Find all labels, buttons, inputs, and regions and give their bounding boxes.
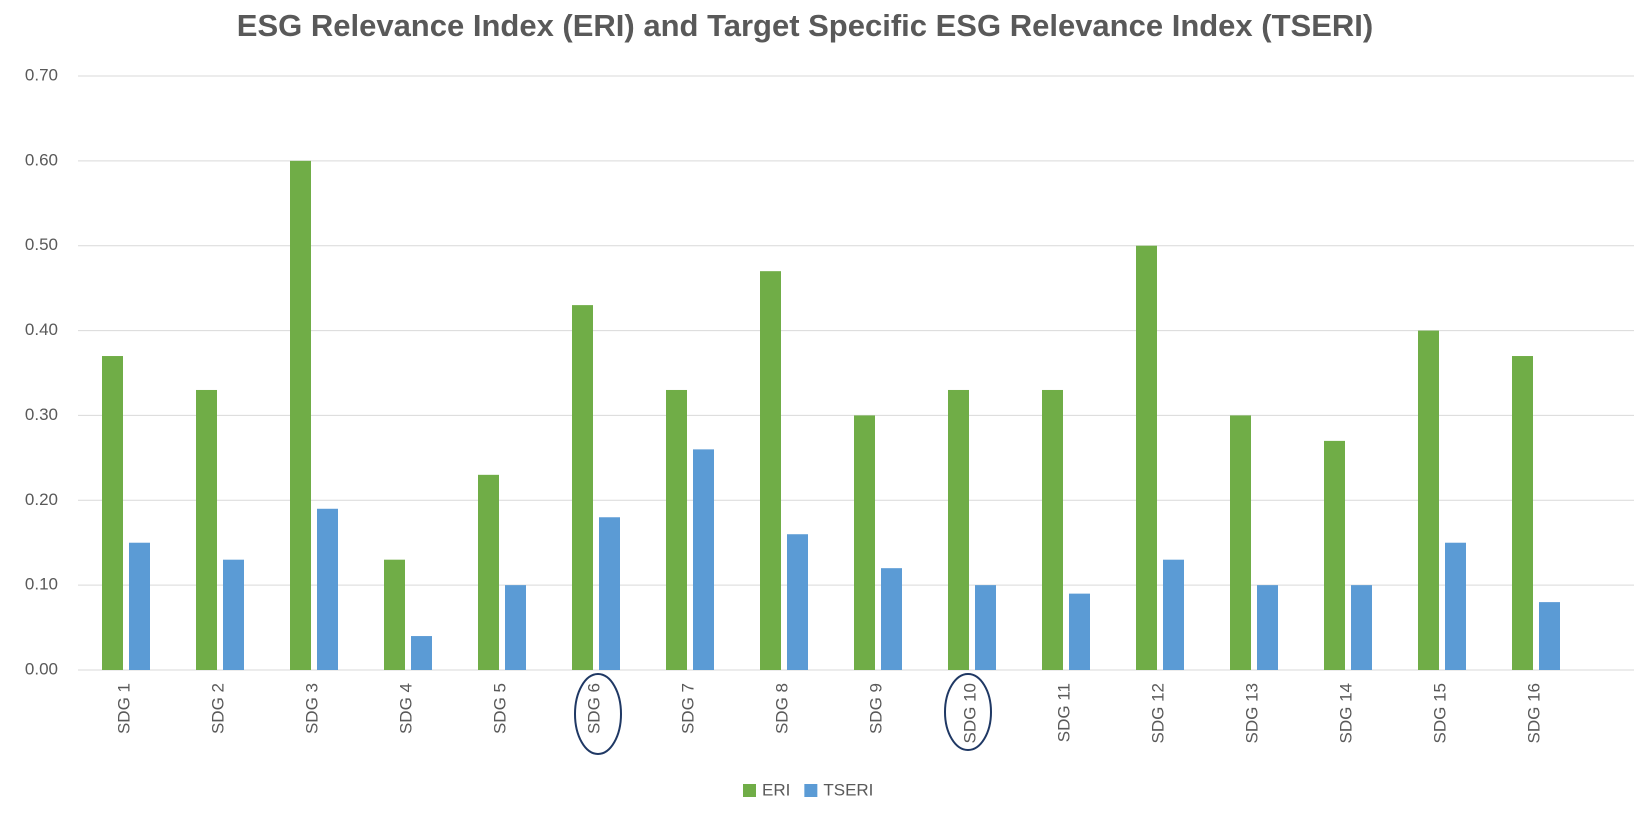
x-tick-label: SDG 3 [302,683,321,734]
y-tick-label: 0.40 [25,320,58,339]
y-tick-label: 0.00 [25,659,58,678]
bar [854,415,875,670]
bar [1136,245,1157,670]
bar [1324,440,1345,670]
y-tick-label: 0.50 [25,235,58,254]
x-tick-label: SDG 7 [678,683,697,734]
x-tick-label: SDG 8 [772,683,791,734]
bar [223,559,244,670]
bar [975,585,996,670]
bar [1351,585,1372,670]
bar [693,449,714,670]
bar [881,568,902,670]
x-tick-label: SDG 6 [584,683,603,734]
bar [1445,542,1466,670]
bar [599,517,620,670]
x-tick-label: SDG 10 [960,683,979,743]
legend-label: TSERI [823,780,873,799]
bar [384,559,405,670]
highlight-circle [944,673,992,751]
bar [666,389,687,670]
x-tick-label: SDG 11 [1054,683,1073,742]
bar [411,636,432,670]
bar [196,389,217,670]
x-tick-label: SDG 12 [1148,683,1167,743]
x-tick-label: SDG 4 [396,683,415,734]
bar [948,389,969,670]
chart-title: ESG Relevance Index (ERI) and Target Spe… [237,8,1373,43]
bar [290,160,311,670]
x-tick-label: SDG 15 [1430,683,1449,743]
y-tick-label: 0.60 [25,150,58,169]
bar [102,356,123,670]
bar [572,305,593,670]
x-tick-label: SDG 5 [490,683,509,734]
y-tick-label: 0.10 [25,575,58,594]
bar [1042,389,1063,670]
x-tick-label: SDG 16 [1524,683,1543,743]
y-tick-label: 0.30 [25,405,58,424]
bar [1512,356,1533,670]
bar [1069,593,1090,670]
highlight-circle [574,673,622,755]
bar [1418,330,1439,670]
x-tick-label: SDG 9 [866,683,885,734]
bar [1163,559,1184,670]
legend-label: ERI [762,780,790,799]
x-tick-label: SDG 14 [1336,683,1355,743]
bar [478,474,499,670]
bar [317,508,338,670]
y-tick-label: 0.20 [25,490,58,509]
legend-swatch [743,784,756,797]
x-tick-label: SDG 13 [1242,683,1261,743]
bar [787,534,808,670]
bar [505,585,526,670]
bar [1257,585,1278,670]
bar [1539,602,1560,670]
bar [1230,415,1251,670]
bar [760,271,781,670]
y-tick-label: 0.70 [25,65,58,84]
bar [129,542,150,670]
legend-swatch [804,784,818,797]
x-tick-label: SDG 2 [208,683,227,734]
x-tick-label: SDG 1 [114,683,133,734]
